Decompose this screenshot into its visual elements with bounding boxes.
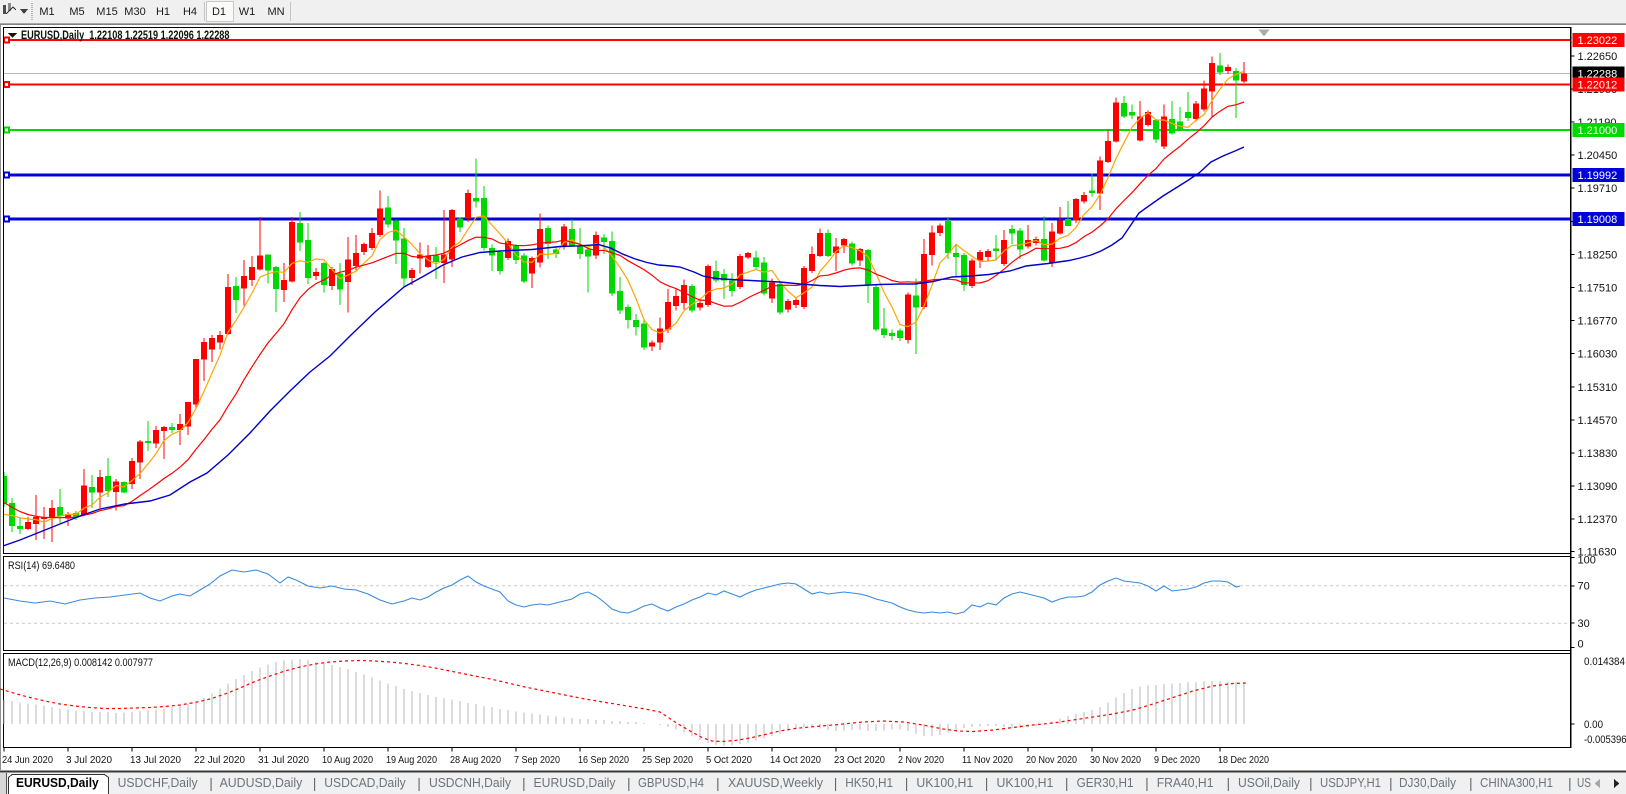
svg-text:1.13830: 1.13830 <box>1578 448 1618 460</box>
svg-text:H4: H4 <box>183 6 197 18</box>
svg-text:|: | <box>313 775 317 791</box>
svg-text:2 Nov 2020: 2 Nov 2020 <box>898 754 944 766</box>
svg-text:19 Aug 2020: 19 Aug 2020 <box>386 754 437 766</box>
svg-text:70: 70 <box>1578 581 1590 593</box>
svg-text:UK100,H1: UK100,H1 <box>997 775 1054 790</box>
svg-text:USDJPY,H1: USDJPY,H1 <box>1320 775 1381 790</box>
svg-text:1.13090: 1.13090 <box>1578 481 1618 493</box>
svg-text:1.11630: 1.11630 <box>1578 547 1617 559</box>
svg-text:-0.005396: -0.005396 <box>1584 734 1626 746</box>
svg-text:|: | <box>985 775 989 791</box>
svg-text:|: | <box>1065 775 1069 791</box>
svg-text:23 Oct 2020: 23 Oct 2020 <box>834 754 885 766</box>
svg-text:24 Jun 2020: 24 Jun 2020 <box>2 754 53 766</box>
svg-text:US: US <box>1577 775 1591 790</box>
svg-text:11 Nov 2020: 11 Nov 2020 <box>962 754 1013 766</box>
svg-text:AUDUSD,Daily: AUDUSD,Daily <box>220 775 303 790</box>
svg-text:20 Nov 2020: 20 Nov 2020 <box>1026 754 1077 766</box>
svg-text:1.20450: 1.20450 <box>1578 150 1618 162</box>
svg-text:22 Jul 2020: 22 Jul 2020 <box>194 754 245 766</box>
svg-text:7 Sep 2020: 7 Sep 2020 <box>514 754 560 766</box>
svg-text:0.00: 0.00 <box>1584 719 1603 731</box>
svg-text:M15: M15 <box>96 6 117 18</box>
svg-text:|: | <box>1469 775 1473 791</box>
svg-text:1.17510: 1.17510 <box>1578 283 1618 295</box>
svg-text:1.21000: 1.21000 <box>1578 125 1618 137</box>
svg-text:|: | <box>1568 775 1572 791</box>
svg-text:|: | <box>627 775 631 791</box>
svg-text:FRA40,H1: FRA40,H1 <box>1157 775 1214 790</box>
svg-text:MN: MN <box>267 6 284 18</box>
svg-text:UK100,H1: UK100,H1 <box>916 775 973 790</box>
svg-text:MACD(12,26,9) 0.008142 0.00797: MACD(12,26,9) 0.008142 0.007977 <box>8 657 153 669</box>
svg-text:XAUUSD,Weekly: XAUUSD,Weekly <box>728 775 823 790</box>
svg-text:1.12370: 1.12370 <box>1578 514 1618 526</box>
svg-text:30: 30 <box>1578 618 1590 630</box>
svg-text:100: 100 <box>1578 555 1596 567</box>
svg-text:13 Jul 2020: 13 Jul 2020 <box>130 754 181 766</box>
svg-text:1.19710: 1.19710 <box>1578 183 1618 195</box>
svg-text:|: | <box>1309 775 1313 791</box>
svg-text:28 Aug 2020: 28 Aug 2020 <box>450 754 501 766</box>
svg-text:|: | <box>1227 775 1231 791</box>
svg-text:1.23022: 1.23022 <box>1578 35 1618 47</box>
svg-text:25 Sep 2020: 25 Sep 2020 <box>642 754 693 766</box>
svg-text:M1: M1 <box>39 6 54 18</box>
svg-text:|: | <box>716 775 720 791</box>
svg-text:M30: M30 <box>124 6 145 18</box>
svg-text:|: | <box>905 775 909 791</box>
svg-text:GER30,H1: GER30,H1 <box>1077 775 1134 790</box>
svg-text:14 Oct 2020: 14 Oct 2020 <box>770 754 821 766</box>
svg-text:USOil,Daily: USOil,Daily <box>1238 775 1300 790</box>
svg-text:|: | <box>1389 775 1393 791</box>
svg-text:W1: W1 <box>239 6 256 18</box>
svg-text:D1: D1 <box>212 6 226 18</box>
svg-text:0: 0 <box>1578 639 1584 651</box>
svg-text:1.22012: 1.22012 <box>1578 80 1618 92</box>
svg-text:CHINA300,H1: CHINA300,H1 <box>1480 775 1553 790</box>
svg-text:31 Jul 2020: 31 Jul 2020 <box>258 754 309 766</box>
svg-text:3 Jul 2020: 3 Jul 2020 <box>66 754 112 766</box>
svg-text:1.14570: 1.14570 <box>1578 415 1618 427</box>
svg-text:|: | <box>834 775 838 791</box>
svg-text:16 Sep 2020: 16 Sep 2020 <box>578 754 629 766</box>
svg-text:1.16770: 1.16770 <box>1578 316 1618 328</box>
svg-text:HK50,H1: HK50,H1 <box>845 775 893 790</box>
svg-text:|: | <box>1145 775 1149 791</box>
svg-text:EURUSD,Daily: EURUSD,Daily <box>534 775 616 790</box>
svg-text:5 Oct 2020: 5 Oct 2020 <box>706 754 752 766</box>
svg-text:1.22650: 1.22650 <box>1578 51 1618 63</box>
svg-text:10 Aug 2020: 10 Aug 2020 <box>322 754 373 766</box>
svg-text:1.18250: 1.18250 <box>1578 249 1618 261</box>
svg-text:9 Dec 2020: 9 Dec 2020 <box>1154 754 1200 766</box>
svg-text:USDCHF,Daily: USDCHF,Daily <box>118 775 198 790</box>
svg-text:GBPUSD,H4: GBPUSD,H4 <box>638 775 704 790</box>
svg-text:18 Dec 2020: 18 Dec 2020 <box>1218 754 1269 766</box>
svg-text:H1: H1 <box>156 6 170 18</box>
svg-text:1.19008: 1.19008 <box>1578 214 1618 226</box>
svg-text:EURUSD,Daily: EURUSD,Daily <box>16 775 99 790</box>
svg-text:USDCNH,Daily: USDCNH,Daily <box>429 775 511 790</box>
svg-text:0.014384: 0.014384 <box>1584 656 1625 668</box>
svg-text:RSI(14) 69.6480: RSI(14) 69.6480 <box>8 560 75 572</box>
svg-text:1.15310: 1.15310 <box>1578 382 1618 394</box>
svg-text:30 Nov 2020: 30 Nov 2020 <box>1090 754 1141 766</box>
svg-text:EURUSD,Daily 1.22108 1.22519: EURUSD,Daily 1.22108 1.22519 1.22096 1.2… <box>21 30 230 42</box>
svg-text:DJ30,Daily: DJ30,Daily <box>1399 775 1456 790</box>
svg-text:1.16030: 1.16030 <box>1578 349 1618 361</box>
svg-text:|: | <box>417 775 421 791</box>
svg-text:|: | <box>209 775 213 791</box>
svg-text:M5: M5 <box>69 6 84 18</box>
svg-text:USDCAD,Daily: USDCAD,Daily <box>324 775 406 790</box>
svg-text:1.19992: 1.19992 <box>1578 170 1618 182</box>
svg-text:|: | <box>522 775 526 791</box>
